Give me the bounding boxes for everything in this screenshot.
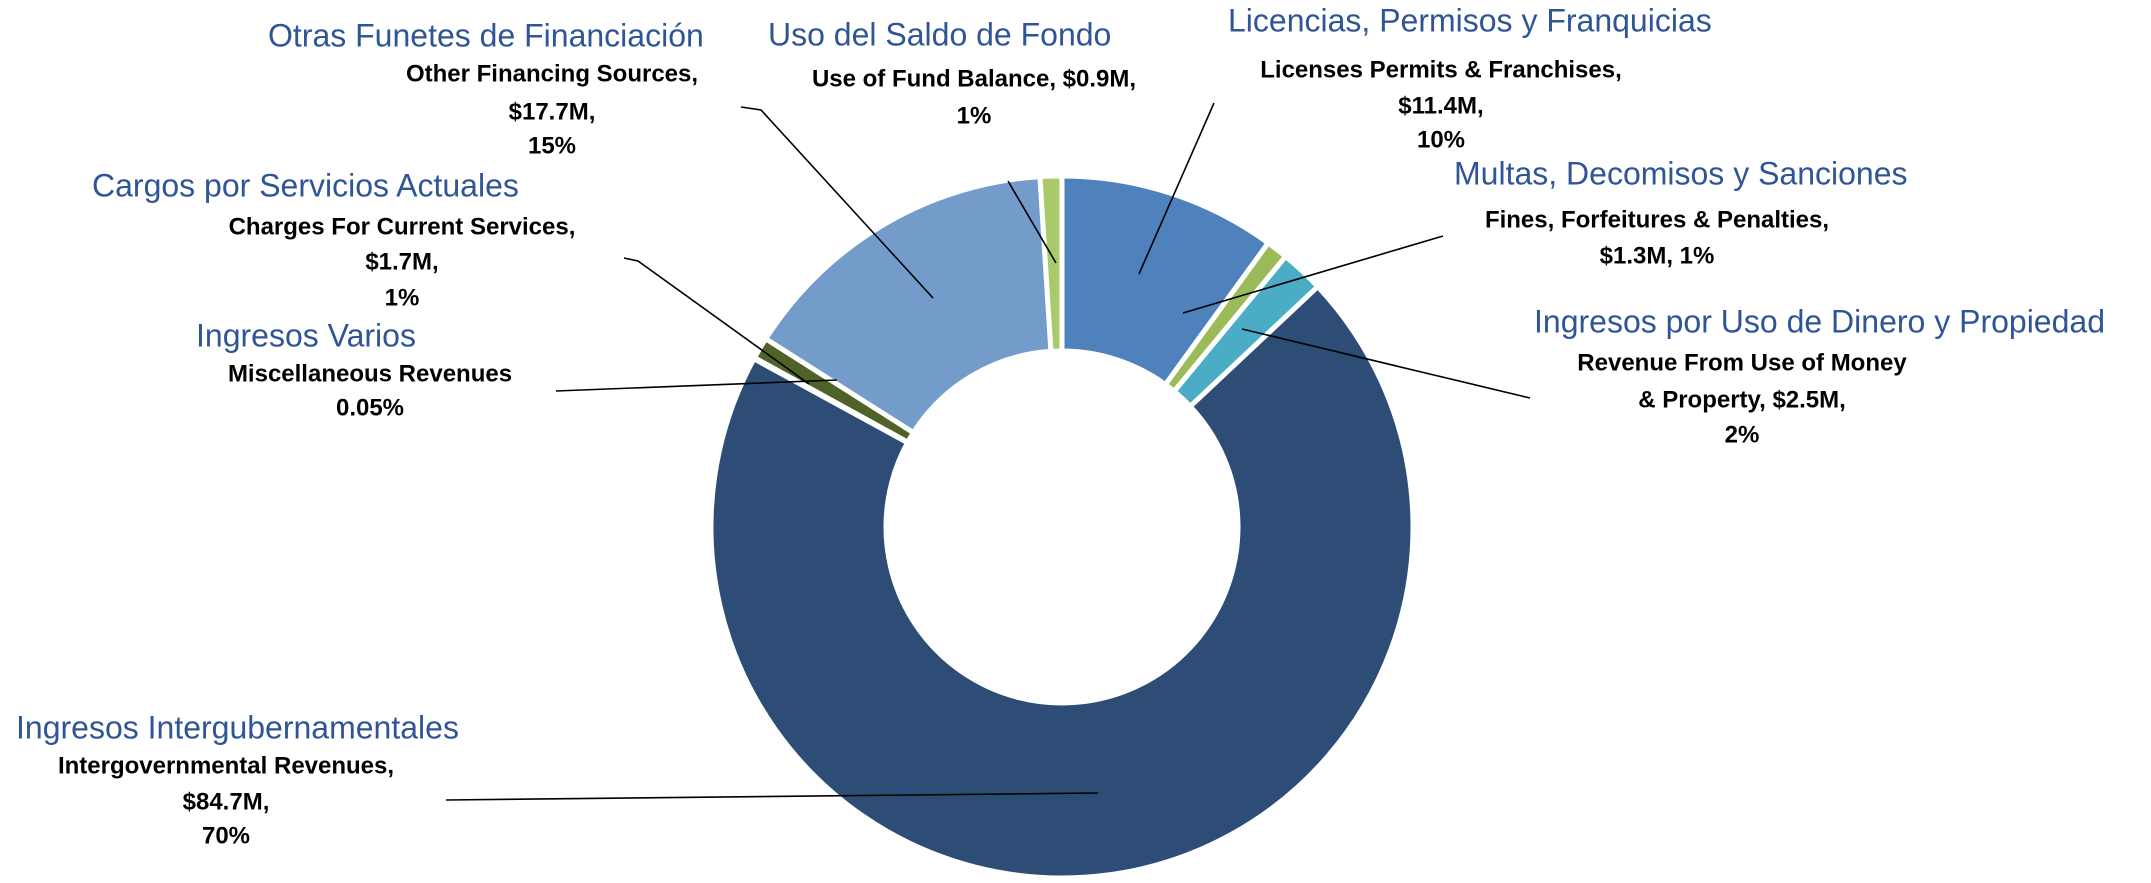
data-label: $1.3M, 1% [1600, 242, 1715, 269]
donut-slice [1059, 173, 1272, 389]
category-label-es: Ingresos Varios [196, 317, 416, 353]
data-label: & Property, $2.5M, [1638, 386, 1846, 413]
donut-slice [1037, 173, 1065, 354]
category-label-es: Licencias, Permisos y Franquicias [1228, 2, 1712, 38]
data-label: 10% [1417, 126, 1465, 153]
data-label: Use of Fund Balance, $0.9M, [812, 65, 1136, 92]
data-label: $84.7M, [183, 788, 270, 815]
data-label: 70% [202, 822, 250, 849]
donut-slice [708, 283, 1416, 881]
leader-line [445, 792, 1099, 801]
data-label: Revenue From Use of Money [1577, 349, 1907, 376]
leader-line [555, 379, 838, 392]
data-label: Licenses Permits & Franchises, [1260, 56, 1622, 83]
category-label-es: Multas, Decomisos y Sanciones [1454, 155, 1908, 191]
leader-line [623, 257, 810, 385]
data-label: Charges For Current Services, [229, 213, 576, 240]
data-label: 1% [385, 284, 420, 311]
category-label-es: Uso del Saldo de Fondo [768, 16, 1111, 52]
data-label: 0.05% [336, 394, 404, 421]
data-label: 15% [528, 132, 576, 159]
category-label-es: Ingresos Intergubernamentales [16, 709, 459, 745]
leader-line [1182, 235, 1444, 314]
data-label: Miscellaneous Revenues [228, 360, 512, 387]
category-label-es: Ingresos por Uso de Dinero y Propiedad [1534, 303, 2105, 339]
donut-slice [762, 174, 1054, 437]
data-label: Fines, Forfeitures & Penalties, [1485, 206, 1829, 233]
data-label: $11.4M, [1398, 92, 1483, 119]
data-label: $17.7M, [509, 98, 596, 125]
leader-line [1138, 102, 1215, 275]
category-label-es: Otras Funetes de Financiación [268, 17, 704, 53]
data-label: 1% [957, 102, 992, 129]
leader-line [740, 106, 934, 299]
data-label: 2% [1725, 421, 1760, 448]
leader-line [1007, 180, 1057, 264]
leader-line [1241, 328, 1531, 399]
data-label: Intergovernmental Revenues, [58, 752, 394, 779]
category-label-es: Cargos por Servicios Actuales [92, 167, 519, 203]
data-label: Other Financing Sources, [406, 60, 698, 87]
data-label: $1.7M, [365, 248, 438, 275]
